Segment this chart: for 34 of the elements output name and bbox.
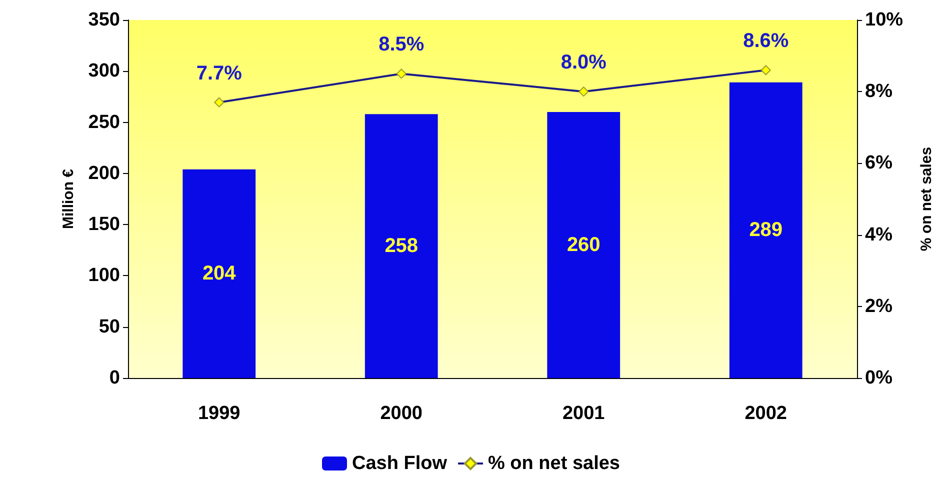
y2-tick-label: 6%	[865, 152, 893, 174]
x-tick-label: 2001	[562, 403, 606, 424]
y2-axis-title: % on net sales	[918, 146, 935, 252]
y-tick-label: 350	[88, 10, 120, 30]
data-label: 204	[202, 262, 237, 285]
bar	[364, 114, 438, 378]
y-tick-label: 50	[98, 316, 120, 338]
x-tick-label: 2002	[744, 403, 788, 424]
bar	[182, 169, 256, 378]
y2-tick-label: 0%	[865, 368, 893, 388]
data-label: 260	[566, 234, 600, 256]
x-tick-label: 1999	[198, 403, 240, 424]
legend-label: % on net sales	[488, 453, 620, 474]
y2-tick-label: 4%	[865, 224, 893, 246]
y-tick-label: 300	[88, 60, 120, 82]
y2-tick-label: 10%	[865, 10, 904, 30]
y-tick-label: 200	[88, 162, 120, 184]
legend-label: Cash Flow	[352, 453, 448, 474]
data-label: 258	[384, 235, 418, 258]
y-tick-label: 150	[88, 214, 120, 236]
data-label: 8.5%	[378, 34, 424, 56]
data-label: 8.6%	[743, 30, 789, 52]
y-tick-label: 0	[109, 368, 120, 388]
bar	[547, 112, 620, 378]
y-axis-title: Million €	[60, 168, 77, 229]
y2-tick-label: 2%	[865, 296, 893, 317]
data-label: 8.0%	[560, 52, 607, 74]
y-tick-label: 100	[88, 265, 120, 286]
y-tick-label: 250	[88, 112, 120, 133]
data-label: 7.7%	[196, 62, 242, 84]
x-tick-label: 2000	[380, 403, 423, 424]
data-label: 289	[749, 219, 783, 242]
y2-tick-label: 8%	[865, 81, 893, 102]
bar	[729, 82, 802, 378]
